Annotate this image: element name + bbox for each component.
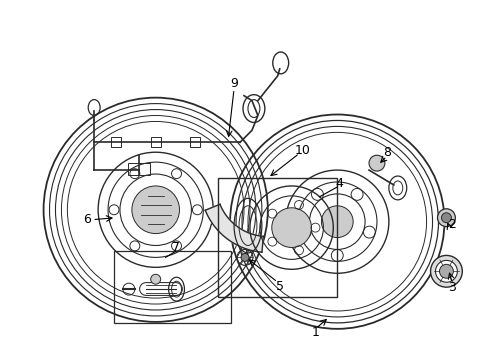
Bar [150,137,161,147]
Text: 3: 3 [447,281,455,294]
Circle shape [271,208,311,247]
Text: 9: 9 [230,77,238,90]
Circle shape [150,274,161,284]
Polygon shape [205,204,263,252]
Bar [111,137,121,147]
Circle shape [429,255,461,287]
Circle shape [241,253,248,261]
Bar [190,137,200,147]
Circle shape [435,260,456,282]
Text: 4: 4 [335,177,343,190]
Text: 7: 7 [171,241,179,254]
Circle shape [368,155,384,171]
Text: 1: 1 [311,326,319,339]
Circle shape [439,264,452,278]
Bar [218,178,337,297]
Bar [114,251,231,323]
Text: 2: 2 [447,218,455,231]
Bar [128,163,149,175]
Text: 10: 10 [294,144,310,157]
Text: 8: 8 [382,146,390,159]
Text: 6: 6 [83,213,91,226]
Circle shape [437,209,454,227]
Circle shape [441,213,450,223]
Circle shape [321,206,352,238]
Circle shape [132,186,179,234]
Text: 5: 5 [275,280,283,293]
